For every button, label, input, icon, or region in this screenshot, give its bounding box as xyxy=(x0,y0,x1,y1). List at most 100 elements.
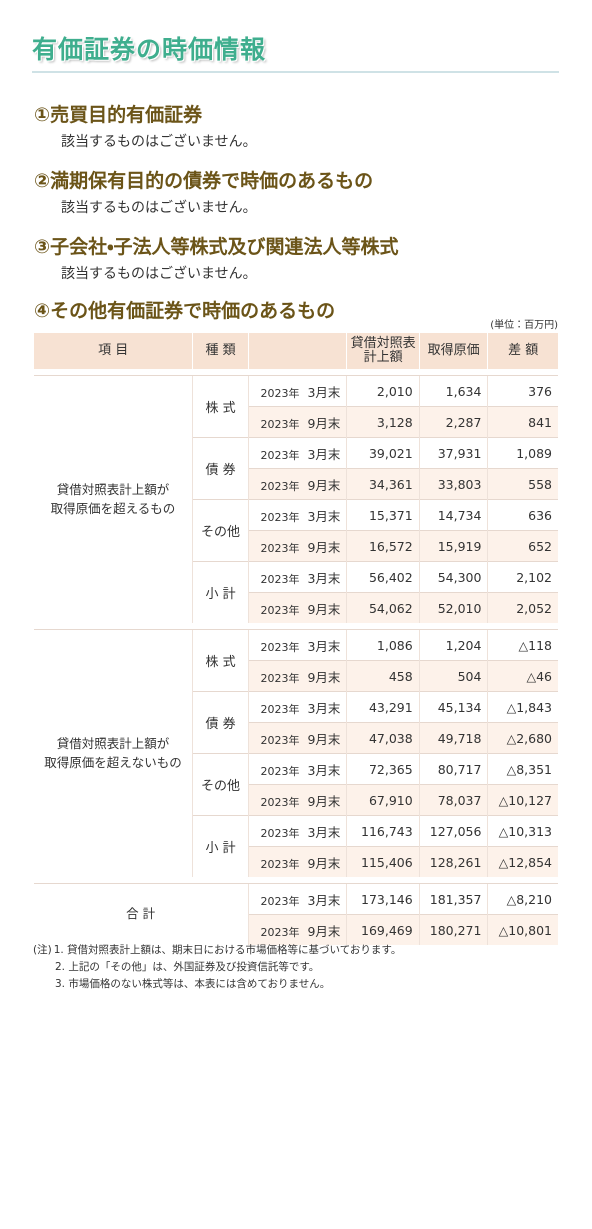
value-cell: 43,291 xyxy=(346,691,420,723)
data-row: 貸借対照表計上額が 取得原価を超えないもの株 式 2023年 3月末 1,086 1,20… xyxy=(33,629,558,877)
period-year: 2023年 xyxy=(260,417,300,431)
period-year: 2023年 xyxy=(260,541,300,555)
value-cell: 1,086 xyxy=(346,629,420,661)
type-label: 債 券 xyxy=(192,437,249,500)
value-cell: △10,127 xyxy=(487,784,558,816)
notes: (注) 1. 貸借対照表計上額は、期末日における市場価格等に基づいております。 2.… xyxy=(33,942,401,993)
value-cell: 16,572 xyxy=(346,530,420,562)
period-year: 2023年 xyxy=(260,479,300,493)
note: (注) 1. 貸借対照表計上額は、期末日における市場価格等に基づいております。 xyxy=(33,942,401,959)
period-cell: 2023年 9月末 xyxy=(247,592,347,623)
note-item: 3. 市場価格のない株式等は、本表には含めておりません。 xyxy=(55,978,331,990)
data-row: その他 2023年 3月末 72,365 80,717 △8,351 xyxy=(34,753,558,816)
value-cell: 2,287 xyxy=(418,406,488,438)
period-month: 3月末 xyxy=(307,508,341,524)
section-text: 該当するものはございません。 xyxy=(61,266,257,282)
section-heading: ③子会社・子法人等株式及び関連法人等株式 xyxy=(34,236,399,258)
value-cell: 54,300 xyxy=(418,561,488,593)
value-cell: 2,102 xyxy=(487,561,558,593)
value-cell: 173,146 xyxy=(346,883,420,915)
header-row: 項 目種 類貸借対照表 計上額 取得原価差 額 xyxy=(32,333,558,369)
data-row: 貸借対照表計上額が 取得原価を超えるもの株 式 2023年 3月末 2,010 1,634… xyxy=(33,375,558,623)
section-text: 該当するものはございません。 xyxy=(61,200,257,216)
period-year: 2023年 xyxy=(260,925,300,939)
total-label: 合 計 xyxy=(33,883,249,945)
period-month: 3月末 xyxy=(307,446,341,462)
type-label: 小 計 xyxy=(192,561,249,623)
period-cell: 2023年 3月末 xyxy=(247,629,347,661)
value-cell: 128,261 xyxy=(418,846,488,877)
period-month: 9月末 xyxy=(307,477,341,493)
section-heading: ①売買目的有価証券 xyxy=(34,104,203,126)
period-year: 2023年 xyxy=(260,702,300,716)
value-cell: 1,089 xyxy=(487,437,558,469)
value-cell: 180,271 xyxy=(418,914,488,945)
period-cell: 2023年 9月末 xyxy=(247,846,347,877)
period-cell: 2023年 3月末 xyxy=(247,691,347,723)
total-row: 合 計 2023年 3月末 173,146 181,357 △8,210 xyxy=(33,883,558,945)
period-month: 3月末 xyxy=(307,638,341,654)
value-cell: 45,134 xyxy=(418,691,488,723)
note-prefix: (注) xyxy=(33,944,52,956)
type-label: 小 計 xyxy=(192,815,249,877)
period-cell: 2023年 9月末 xyxy=(247,722,347,754)
value-cell: 72,365 xyxy=(346,753,420,785)
value-cell: 80,717 xyxy=(418,753,488,785)
period-cell: 2023年 3月末 xyxy=(247,815,347,847)
value-cell: 54,062 xyxy=(346,592,420,623)
header-line: 取得原価 xyxy=(427,342,480,358)
group-label-line: 取得原価を超えないもの xyxy=(44,754,182,770)
period-cell: 2023年 9月末 xyxy=(247,406,347,438)
value-cell: △1,843 xyxy=(487,691,558,723)
column-header: 種 類 xyxy=(192,333,249,369)
period-year: 2023年 xyxy=(260,510,300,524)
period-year: 2023年 xyxy=(260,826,300,840)
period-year: 2023年 xyxy=(260,386,300,400)
data-row: 2023年 9月末 34,361 33,803 558 xyxy=(34,468,558,500)
period-year: 2023年 xyxy=(260,603,300,617)
period-cell: 2023年 3月末 xyxy=(247,753,347,785)
section: ①売買目的有価証券 該当するものはございません。 xyxy=(34,100,564,166)
type-label: 株 式 xyxy=(192,629,249,692)
data-row: その他 2023年 3月末 15,371 14,734 636 xyxy=(34,499,558,562)
period-year: 2023年 xyxy=(260,671,300,685)
column-header: 差 額 xyxy=(487,333,558,369)
data-row: 小 計 2023年 3月末 116,743 127,056 △10,313 xyxy=(34,815,558,877)
data-row: 2023年 9月末 67,910 78,037 △10,127 xyxy=(34,784,558,816)
period-year: 2023年 xyxy=(260,640,300,654)
section: ②満期保有目的の債券で時価のあるもの 該当するものはございません。 xyxy=(34,166,564,232)
period-cell: 2023年 3月末 xyxy=(247,375,347,407)
period-year: 2023年 xyxy=(260,857,300,871)
group-label: 貸借対照表計上額が 取得原価を超えないもの xyxy=(33,629,193,877)
value-cell: 169,469 xyxy=(346,914,420,945)
value-cell: 67,910 xyxy=(346,784,420,816)
value-cell: 841 xyxy=(487,406,558,438)
value-cell: 1,634 xyxy=(418,375,488,407)
type-label: 株 式 xyxy=(192,375,249,438)
title-rule xyxy=(32,71,559,73)
value-cell: 458 xyxy=(346,660,420,692)
data-row: 2023年 9月末 3,128 2,287 841 xyxy=(34,406,558,438)
data-row: 小 計 2023年 3月末 56,402 54,300 2,102 xyxy=(34,561,558,623)
value-cell: 52,010 xyxy=(418,592,488,623)
value-cell: 15,371 xyxy=(346,499,420,531)
header-line: 項 目 xyxy=(98,342,129,358)
data-row: 債 券 2023年 3月末 39,021 37,931 1,089 xyxy=(34,437,558,500)
period-month: 9月末 xyxy=(307,601,341,617)
value-cell: 56,402 xyxy=(346,561,420,593)
section: ③子会社・子法人等株式及び関連法人等株式該当するものはございません。 xyxy=(34,232,564,298)
column-header xyxy=(247,333,347,369)
period-month: 3月末 xyxy=(307,700,341,716)
period-year: 2023年 xyxy=(260,733,300,747)
period-cell: 2023年 3月末 xyxy=(247,883,347,915)
group-label: 貸借対照表計上額が 取得原価を超えるもの xyxy=(33,375,193,623)
note-item: 1. 貸借対照表計上額は、期末日における市場価格等に基づいております。 xyxy=(53,944,402,956)
period-cell: 2023年 3月末 xyxy=(247,499,347,531)
data-row: 2023年 9月末 47,038 49,718 △2,680 xyxy=(34,722,558,754)
page-title: 有価証券の時価情報 xyxy=(32,35,267,64)
securities-table: 項 目種 類貸借対照表 計上額 取得原価差 額貸借対照表計上額が 取得原価を超えるもの… xyxy=(32,333,558,945)
value-cell: 49,718 xyxy=(418,722,488,754)
period-month: 9月末 xyxy=(307,731,341,747)
unit-label: (単位：百万円) xyxy=(490,320,558,331)
value-cell: 2,052 xyxy=(487,592,558,623)
